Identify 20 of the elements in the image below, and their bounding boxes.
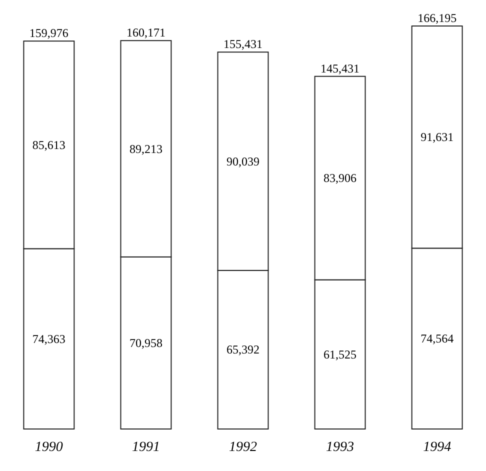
x-tick-label: 1991 [132, 440, 160, 455]
total-label: 155,431 [224, 37, 262, 52]
total-label: 159,976 [29, 26, 68, 40]
total-label: 166,195 [418, 11, 457, 25]
total-label: 145,431 [320, 61, 360, 76]
data-label: 85,613 [32, 138, 66, 152]
data-label: 90,039 [226, 154, 260, 168]
total-label: 160,171 [126, 26, 166, 40]
data-label: 61,525 [324, 347, 357, 362]
x-tick-label: 1993 [326, 440, 354, 455]
data-label: 70,958 [129, 336, 162, 350]
x-tick-label: 1994 [423, 440, 452, 455]
data-label: 65,392 [226, 342, 260, 357]
data-label: 91,631 [420, 130, 454, 144]
data-label: 89,213 [129, 142, 162, 156]
data-label: 74,564 [420, 332, 454, 346]
x-tick-label: 1992 [229, 440, 257, 455]
data-label: 74,363 [32, 332, 66, 346]
data-label: 83,906 [324, 171, 357, 186]
x-tick-label: 1990 [34, 440, 63, 455]
